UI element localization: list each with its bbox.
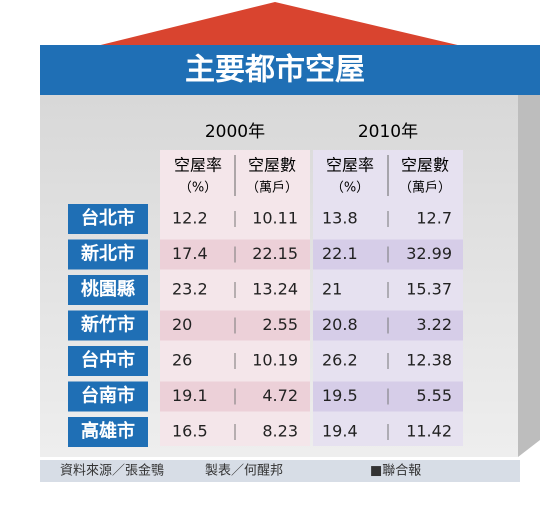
column-unit: （萬戶） [246,181,298,196]
footer-publisher: ■聯合報 [370,464,421,479]
footer-maker: 製表／何醒邦 [205,463,283,479]
roof [60,2,500,55]
cell-value: 10.19 [252,351,298,370]
city-box [68,275,148,305]
group-header: 2000年 [205,122,265,142]
cell-value: 19.1 [172,386,208,405]
city-name: 新竹市 [81,314,135,336]
cell-value: 17.4 [172,244,208,263]
cell-value: 20.8 [322,315,358,334]
cell-value: 2.55 [262,315,298,334]
city-box [68,417,148,447]
cell-value: 13.8 [322,209,358,228]
city-name: 台南市 [81,385,135,407]
house-side [518,80,540,457]
city-name: 桃園縣 [81,278,135,300]
cell-value: 23.2 [172,280,208,299]
city-box [68,204,148,234]
column-name: 空屋率 [326,156,374,175]
cell-value: 32.99 [406,244,452,263]
title-banner [40,45,540,95]
footer-bar [40,460,520,482]
cell-value: 12.38 [406,351,452,370]
cell-value: 3.22 [416,315,452,334]
cell-value: 19.5 [322,386,358,405]
column-unit: （%） [179,181,217,196]
cell-value: 20 [172,315,192,334]
cell-value: 4.72 [262,386,298,405]
cell-value: 19.4 [322,422,358,441]
column-name: 空屋率 [174,156,222,175]
column-name: 空屋數 [401,156,449,175]
cell-value: 15.37 [406,280,452,299]
cell-value: 22.1 [322,244,358,263]
cell-value: 22.15 [252,244,298,263]
city-name: 高雄市 [81,420,135,442]
column-unit: （萬戶） [399,181,451,196]
cell-value: 12.2 [172,209,208,228]
cell-value: 26 [172,351,192,370]
cell-value: 21 [322,280,342,299]
group-header: 2010年 [358,122,418,142]
cell-value: 5.55 [416,386,452,405]
cell-value: 12.7 [416,209,452,228]
cell-value: 11.42 [406,422,452,441]
city-box [68,381,148,412]
cell-value: 10.11 [252,209,298,228]
city-name: 台北市 [81,207,135,229]
city-box [68,310,148,341]
footer-source: 資料來源／張金鶚 [60,463,164,479]
cell-value: 8.23 [262,422,298,441]
city-name: 台中市 [81,349,135,371]
column-name: 空屋數 [248,156,296,175]
city-box [68,346,148,376]
column-unit: （%） [331,181,369,196]
cell-value: 16.5 [172,422,208,441]
city-name: 新北市 [81,243,135,265]
city-box [68,239,148,270]
title: 主要都市空屋 [185,53,365,88]
cell-value: 13.24 [252,280,298,299]
cell-value: 26.2 [322,351,358,370]
